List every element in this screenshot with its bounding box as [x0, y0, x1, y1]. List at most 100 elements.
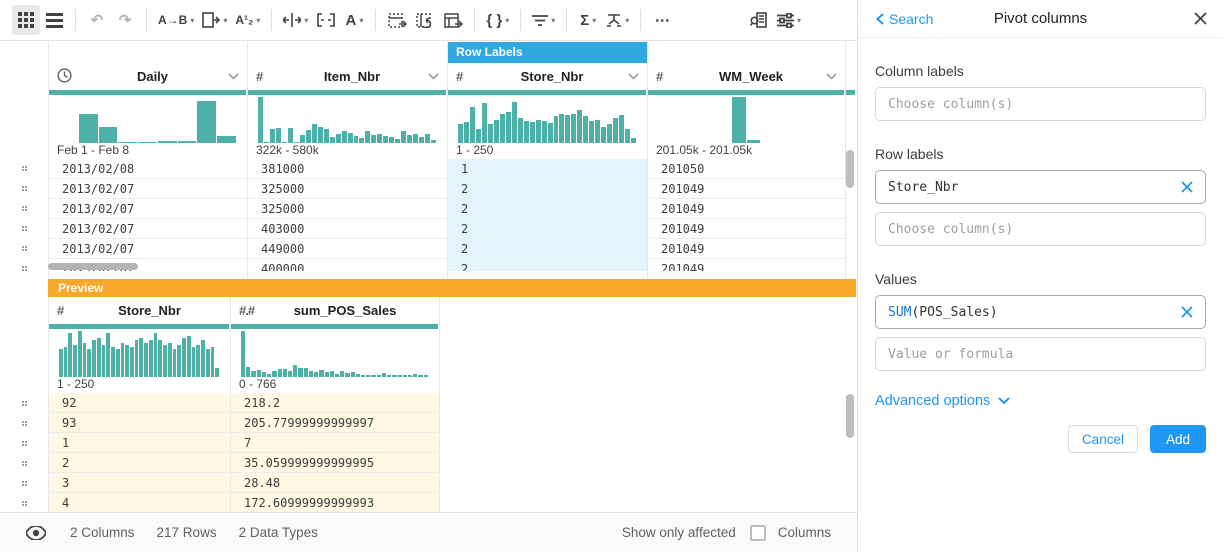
row-view-button[interactable]: [40, 5, 68, 35]
histogram-bar[interactable]: [277, 368, 282, 377]
table-cell[interactable]: 35.059999999999995: [231, 453, 439, 473]
table-cell[interactable]: 2013/02/08: [49, 159, 247, 179]
histogram-bar[interactable]: [130, 347, 134, 377]
histogram-bar[interactable]: [134, 340, 139, 377]
histogram-bar[interactable]: [387, 375, 392, 377]
histogram-bar[interactable]: [361, 374, 366, 377]
histogram-bar[interactable]: [329, 371, 334, 377]
histogram-bar[interactable]: [601, 127, 607, 143]
histogram-bar[interactable]: [191, 347, 196, 377]
table-cell[interactable]: 403000: [248, 219, 447, 239]
histogram-bar[interactable]: [341, 131, 347, 143]
join-button[interactable]: ▾: [602, 5, 633, 35]
histogram-bar[interactable]: [281, 142, 287, 143]
table-cell[interactable]: 201049: [648, 179, 845, 199]
histogram-bar[interactable]: [87, 349, 92, 377]
histogram-bar[interactable]: [499, 114, 505, 143]
table-cell[interactable]: 205.77999999999997: [231, 413, 439, 433]
row-menu-marker[interactable]: [0, 178, 48, 198]
histogram-bar[interactable]: [487, 123, 493, 143]
histogram-bar[interactable]: [177, 141, 197, 143]
histogram-bar[interactable]: [371, 134, 377, 143]
histogram-bar[interactable]: [197, 100, 217, 143]
histogram-bar[interactable]: [547, 122, 553, 143]
table-cell[interactable]: 201049: [648, 199, 845, 219]
column-header[interactable]: # Store_Nbr: [49, 297, 230, 324]
histogram-bar[interactable]: [541, 120, 547, 143]
histogram-bar[interactable]: [383, 135, 389, 143]
histogram-bar[interactable]: [397, 375, 402, 377]
table-cell[interactable]: 201049: [648, 239, 845, 259]
format-text-button[interactable]: A ▾: [345, 11, 364, 29]
histogram-bar[interactable]: [120, 342, 125, 377]
histogram-bar[interactable]: [272, 371, 277, 377]
filter-button[interactable]: ▾: [528, 5, 559, 35]
histogram-bar[interactable]: [308, 371, 314, 377]
table-cell[interactable]: 2: [448, 199, 647, 219]
histogram-bar[interactable]: [251, 371, 256, 377]
histogram-bar[interactable]: [303, 367, 308, 377]
histogram-bar[interactable]: [282, 368, 287, 377]
histogram-bar[interactable]: [413, 374, 418, 377]
row-menu-marker[interactable]: [0, 393, 48, 413]
histogram-bar[interactable]: [350, 372, 355, 377]
horizontal-scrollbar[interactable]: [48, 263, 138, 270]
histogram-bar[interactable]: [98, 126, 118, 143]
values-chip[interactable]: SUM (POS_Sales): [875, 295, 1206, 329]
move-column-button[interactable]: ▾: [198, 5, 231, 35]
table-cell[interactable]: 7: [231, 433, 439, 453]
row-labels-input[interactable]: [875, 212, 1206, 246]
close-panel-button[interactable]: [1194, 12, 1207, 25]
column-header[interactable]: # Item_Nbr: [248, 63, 447, 90]
row-menu-marker[interactable]: [0, 158, 48, 178]
cancel-button[interactable]: Cancel: [1067, 425, 1138, 453]
split-column-button[interactable]: ▾: [279, 5, 312, 35]
functions-button[interactable]: { } ▾: [486, 11, 510, 29]
histogram-bar[interactable]: [317, 126, 323, 143]
histogram-bar[interactable]: [511, 101, 517, 143]
histogram-bar[interactable]: [157, 140, 177, 143]
preview-column-store-nbr[interactable]: # Store_Nbr 1 - 250 92 93 1 2 3 4: [48, 297, 231, 512]
histogram-bar[interactable]: [293, 365, 298, 377]
histogram-bar[interactable]: [210, 347, 215, 377]
pivot-button[interactable]: [411, 5, 439, 35]
replace-values-button[interactable]: A→B ▾: [158, 13, 195, 27]
table-cell[interactable]: 92: [49, 393, 230, 413]
histogram-bar[interactable]: [619, 115, 625, 143]
table-cell[interactable]: 381000: [248, 159, 447, 179]
back-to-search-link[interactable]: Search: [876, 11, 933, 27]
histogram-bar[interactable]: [395, 139, 401, 143]
table-cell[interactable]: 218.2: [231, 393, 439, 413]
histogram-bar[interactable]: [595, 120, 601, 143]
histogram-bar[interactable]: [631, 138, 637, 143]
histogram-bar[interactable]: [115, 349, 120, 377]
histogram-bar[interactable]: [217, 136, 237, 143]
column-header[interactable]: # Store_Nbr: [448, 63, 647, 90]
histogram-bar[interactable]: [68, 333, 73, 377]
table-cell[interactable]: 2013/02/07: [49, 179, 247, 199]
histogram-bar[interactable]: [78, 114, 98, 143]
histogram-bar[interactable]: [261, 372, 267, 377]
profile-lookup-button[interactable]: [745, 5, 773, 35]
histogram-bar[interactable]: [63, 347, 68, 377]
histogram-bar[interactable]: [125, 344, 130, 377]
histogram-bar[interactable]: [401, 131, 407, 143]
table-cell[interactable]: 1: [49, 433, 230, 453]
histogram-bar[interactable]: [106, 333, 111, 377]
histogram-bar[interactable]: [347, 132, 353, 143]
histogram-bar[interactable]: [517, 117, 523, 143]
aggregate-button[interactable]: Σ ▾: [580, 11, 597, 29]
row-menu-marker[interactable]: [0, 258, 48, 278]
histogram-bar[interactable]: [186, 335, 191, 377]
histogram-bar[interactable]: [389, 137, 395, 143]
histogram-bar[interactable]: [419, 136, 425, 143]
histogram-bar[interactable]: [96, 337, 101, 377]
histogram-bar[interactable]: [371, 375, 376, 377]
histogram-bar[interactable]: [323, 129, 329, 143]
histogram-bar[interactable]: [431, 140, 437, 143]
histogram-bar[interactable]: [577, 109, 583, 143]
table-cell[interactable]: 2013/02/07: [49, 239, 247, 259]
table-cell[interactable]: 201049: [648, 259, 845, 271]
row-menu-marker[interactable]: [0, 453, 48, 473]
histogram-bar[interactable]: [353, 135, 359, 143]
